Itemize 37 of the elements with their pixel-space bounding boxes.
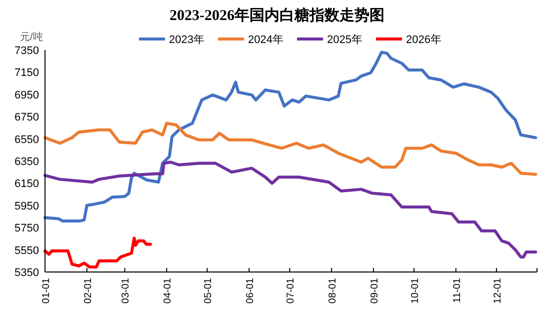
- x-tick-label: 10-01: [410, 278, 421, 304]
- legend-label: 2026年: [406, 34, 442, 46]
- x-tick-label: 03-01: [120, 278, 132, 304]
- line-series: [44, 236, 152, 268]
- y-tick-label: 7150: [14, 67, 39, 80]
- legend-label: 2023年: [169, 34, 204, 46]
- legend-label: 2024年: [248, 34, 284, 46]
- y-tick-label: 6750: [14, 112, 39, 124]
- y-tick-label: 6550: [14, 134, 39, 146]
- y-tick-label: 5750: [14, 222, 39, 235]
- line-series: [44, 122, 538, 176]
- legend-item: 2025年: [297, 34, 362, 46]
- x-tick-label: 04-01: [162, 278, 174, 304]
- y-axis-title: 元/吨: [20, 31, 43, 43]
- line-series: [44, 160, 538, 259]
- y-tick-label: 5350: [14, 267, 39, 279]
- x-tick-label: 12-01: [492, 278, 504, 304]
- x-tick-label: 11-01: [452, 278, 463, 303]
- y-tick-label: 5550: [14, 244, 39, 257]
- legend-item: 2026年: [376, 34, 442, 46]
- y-tick-label: 6150: [14, 178, 39, 190]
- x-tick-label: 07-01: [286, 278, 297, 304]
- y-tick-label: 6350: [14, 156, 39, 168]
- legend-item: 2024年: [218, 34, 284, 46]
- x-tick-label: 05-01: [203, 278, 214, 304]
- y-tick-label: 7350: [14, 45, 39, 57]
- x-tick-label: 09-01: [369, 278, 380, 304]
- x-tick-label: 01-01: [41, 278, 52, 304]
- y-tick-label: 5950: [14, 200, 39, 212]
- x-tick-label: 02-01: [82, 278, 94, 304]
- legend-label: 2025年: [327, 34, 362, 46]
- x-tick-label: 08-01: [328, 278, 339, 304]
- line-series: [44, 50, 538, 222]
- legend-item: 2023年: [139, 34, 204, 46]
- x-tick-label: 06-01: [245, 278, 256, 304]
- chart-title: 2023-2026年国内白糖指数走势图: [170, 7, 384, 24]
- y-tick-label: 6950: [14, 89, 39, 102]
